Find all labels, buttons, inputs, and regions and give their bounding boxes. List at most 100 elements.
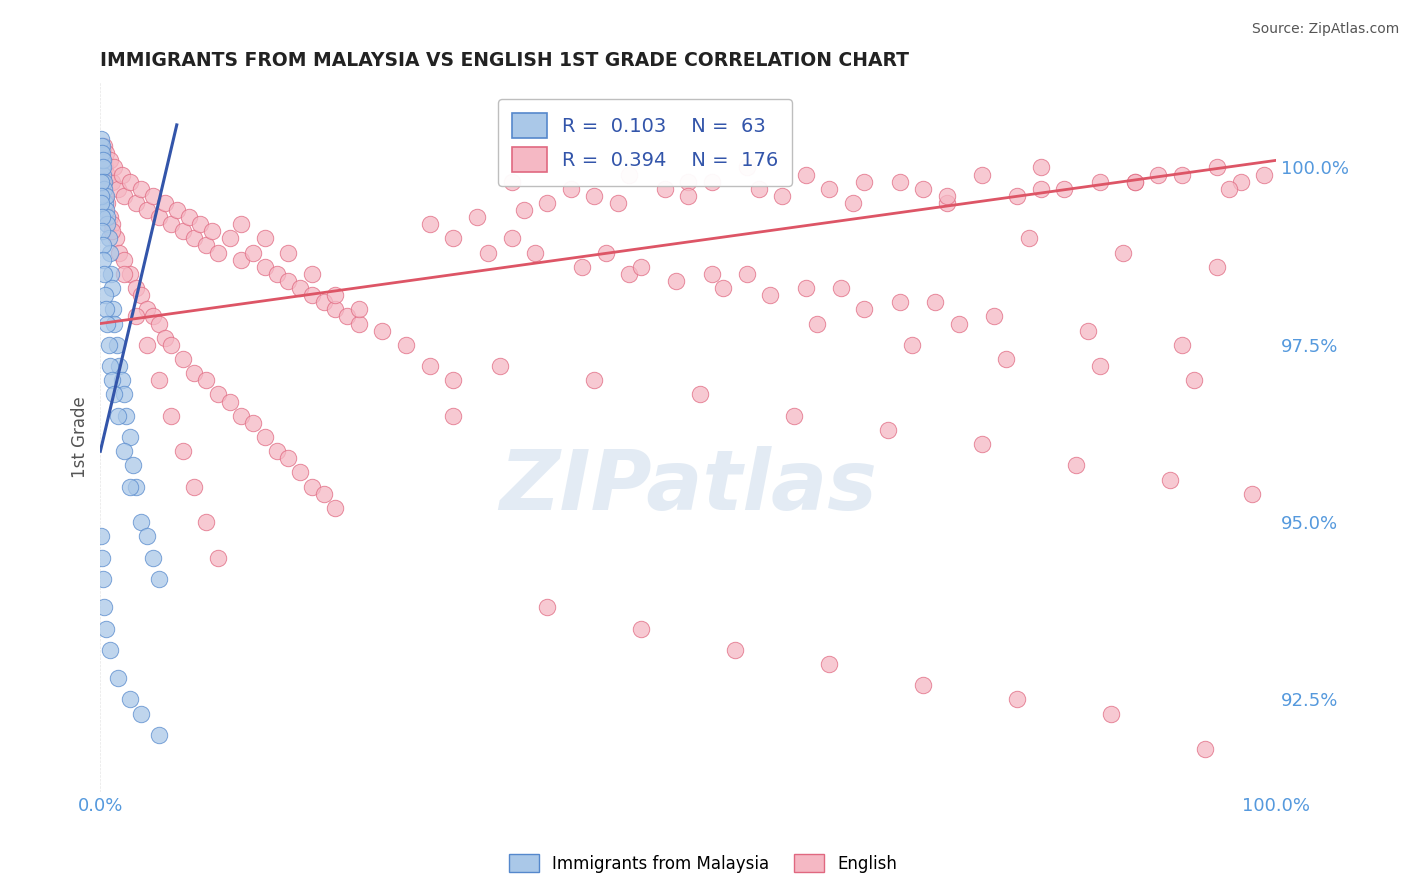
Point [90,146,112,161]
Point [1123,175,1146,189]
Point [266,444,288,458]
Point [1088,175,1111,189]
Point [512,202,534,217]
Point [465,210,488,224]
Point [93,267,115,281]
Legend: Immigrants from Malaysia, English: Immigrants from Malaysia, English [502,847,904,880]
Point [172,224,194,238]
Point [112,252,135,267]
Point [97,231,120,245]
Point [94,196,117,211]
Point [325,302,347,317]
Point [96,302,118,317]
Point [101,281,124,295]
Point [1007,692,1029,706]
Point [131,515,153,529]
Point [131,182,153,196]
Point [477,245,499,260]
Point [501,231,523,245]
Point [195,373,218,387]
Point [277,245,299,260]
Point [94,189,117,203]
Point [1159,473,1181,487]
Point [112,387,135,401]
Text: Source: ZipAtlas.com: Source: ZipAtlas.com [1251,22,1399,37]
Point [153,196,176,211]
Point [277,451,299,466]
Point [676,175,699,189]
Point [242,245,264,260]
Point [94,161,117,175]
Point [91,153,114,168]
Point [395,338,418,352]
Point [118,267,141,281]
Point [148,210,170,224]
Point [900,338,922,352]
Point [183,231,205,245]
Point [112,444,135,458]
Point [160,409,183,423]
Point [122,458,145,473]
Point [735,161,758,175]
Point [606,196,628,211]
Point [1206,161,1229,175]
Legend: R =  0.103    N =  63, R =  0.394    N =  176: R = 0.103 N = 63, R = 0.394 N = 176 [498,99,792,186]
Point [1077,324,1099,338]
Text: IMMIGRANTS FROM MALAYSIA VS ENGLISH 1ST GRADE CORRELATION CHART: IMMIGRANTS FROM MALAYSIA VS ENGLISH 1ST … [100,51,910,70]
Point [183,480,205,494]
Point [90,529,112,543]
Point [231,409,253,423]
Point [94,288,117,302]
Point [1088,359,1111,373]
Point [912,678,935,692]
Point [177,210,200,224]
Point [1099,706,1122,721]
Point [912,182,935,196]
Point [325,288,347,302]
Point [1229,175,1251,189]
Point [91,224,114,238]
Point [1018,231,1040,245]
Point [124,480,146,494]
Y-axis label: 1st Grade: 1st Grade [72,396,89,478]
Point [101,175,124,189]
Point [713,281,735,295]
Point [277,274,299,288]
Point [142,310,165,324]
Point [1007,189,1029,203]
Point [877,423,900,437]
Point [583,373,606,387]
Point [148,317,170,331]
Point [107,671,129,685]
Point [935,189,957,203]
Point [231,217,253,231]
Point [166,202,188,217]
Point [935,196,957,211]
Point [103,302,125,317]
Point [101,224,124,238]
Point [336,310,359,324]
Point [290,281,312,295]
Point [889,295,911,310]
Point [1147,168,1170,182]
Point [90,139,112,153]
Point [571,260,593,274]
Point [148,373,170,387]
Point [371,324,394,338]
Point [90,153,112,168]
Point [524,245,547,260]
Point [96,196,118,211]
Point [103,161,125,175]
Point [112,189,135,203]
Point [93,600,115,615]
Point [105,338,128,352]
Point [347,302,370,317]
Point [90,189,112,203]
Point [441,231,464,245]
Point [830,281,852,295]
Point [301,267,323,281]
Point [188,217,211,231]
Point [124,196,146,211]
Point [91,161,114,175]
Point [889,175,911,189]
